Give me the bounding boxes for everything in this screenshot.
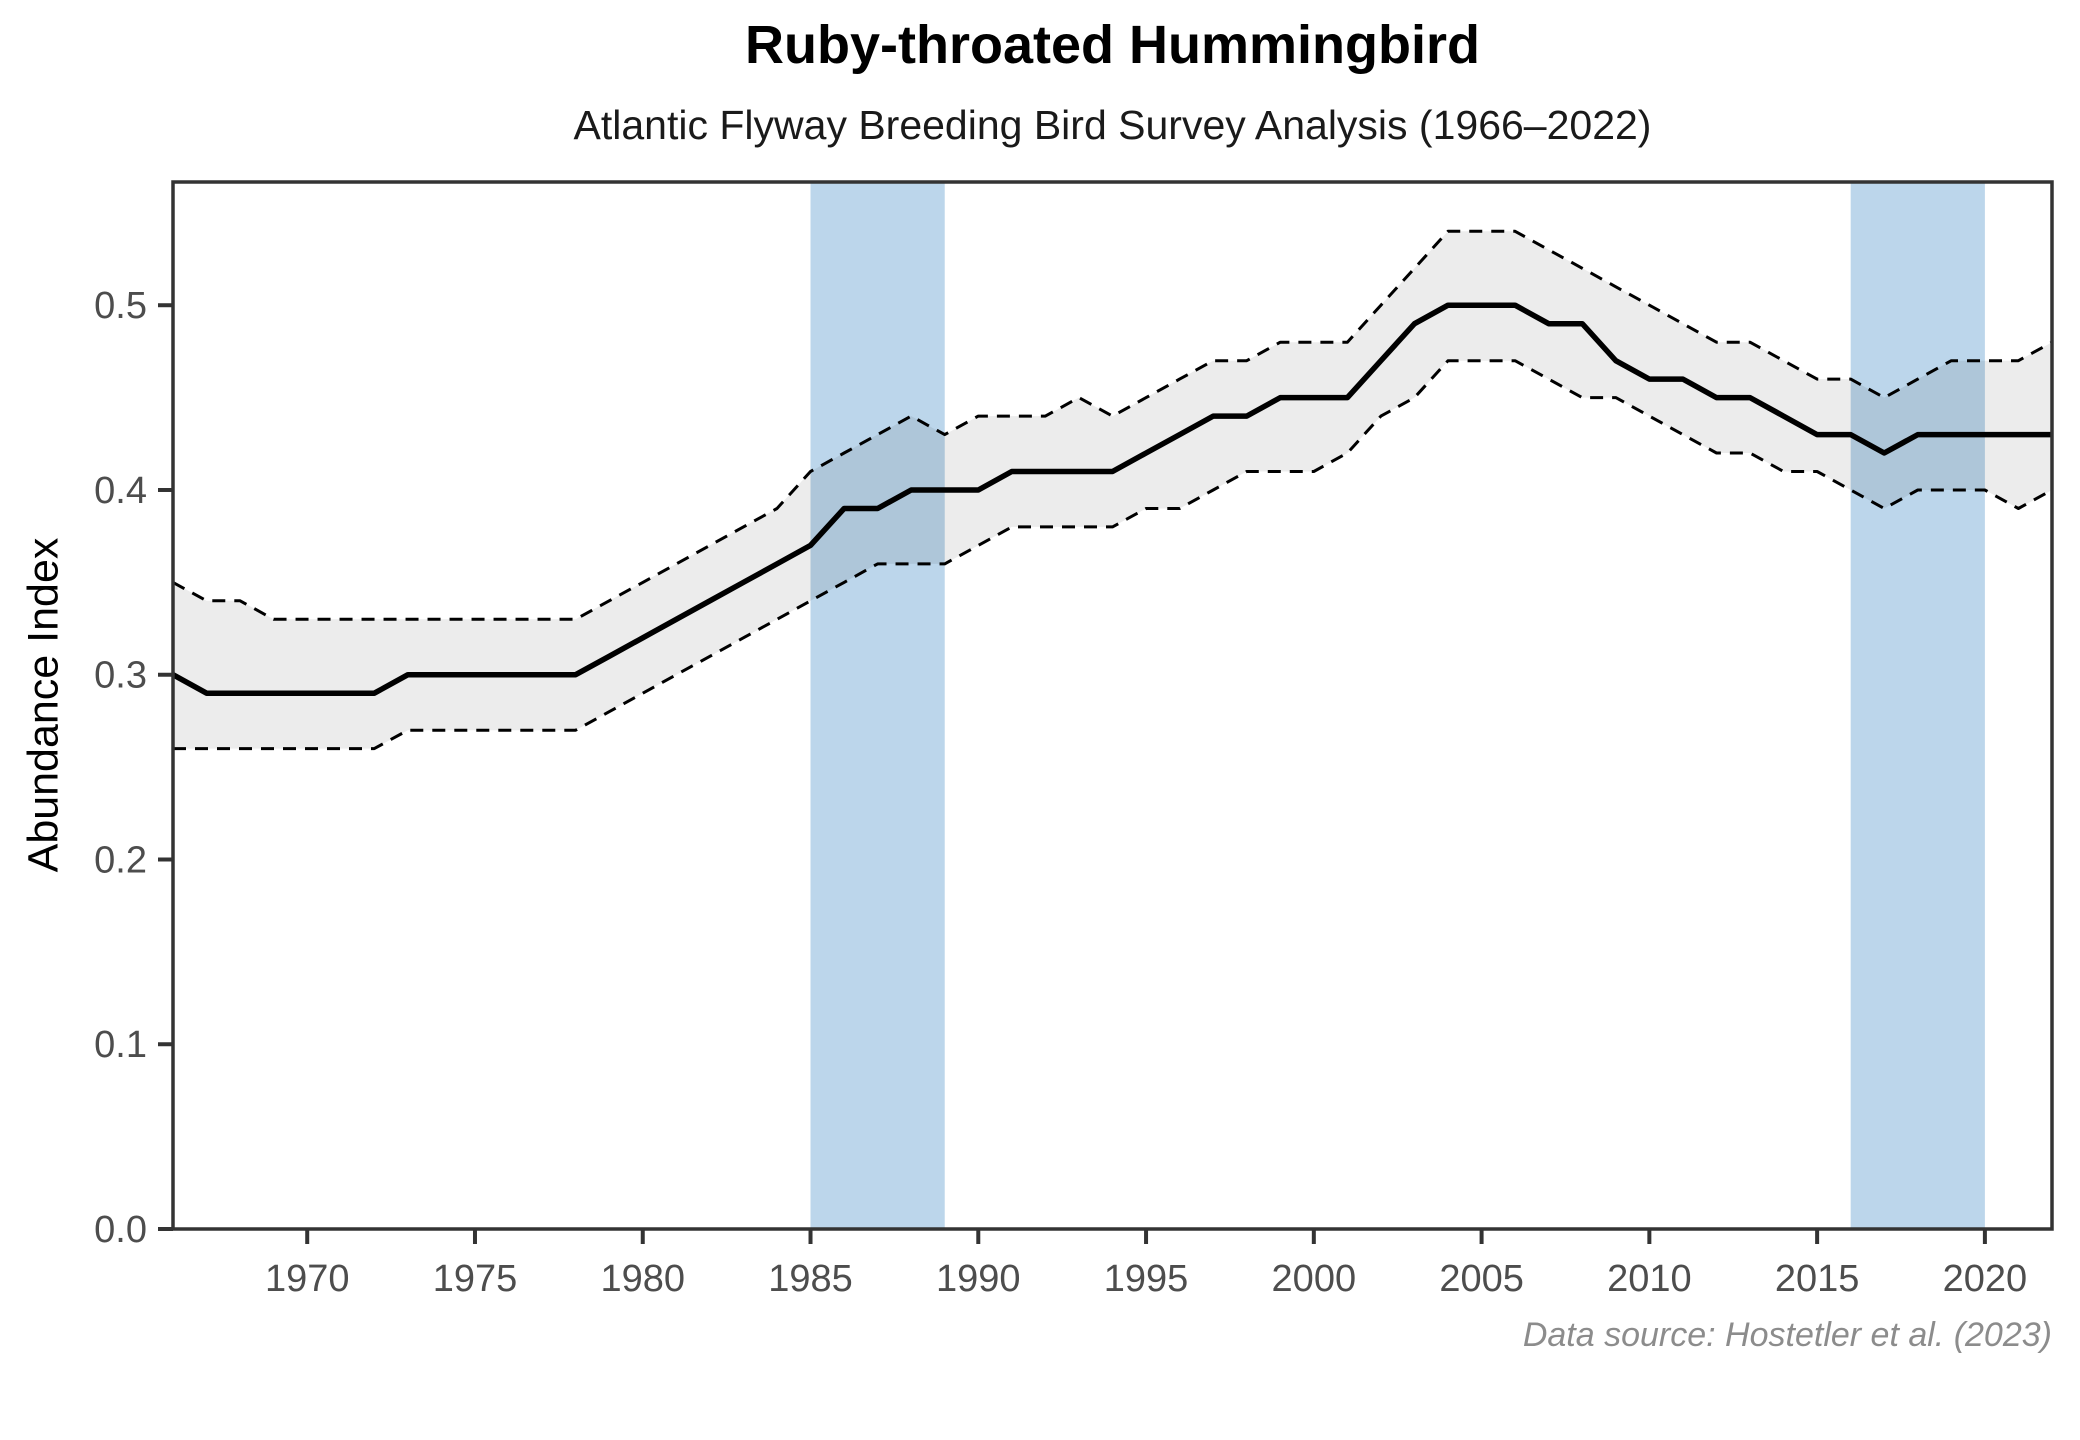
x-tick-label: 1990	[936, 1258, 1021, 1300]
y-tick-label: 0.4	[94, 470, 147, 512]
y-tick-label: 0.3	[94, 655, 147, 697]
lower-ci-line	[173, 359, 2053, 751]
x-tick-label: 2005	[1439, 1258, 1524, 1300]
y-tick-label: 0.2	[94, 839, 147, 881]
highlight-band	[1850, 182, 1985, 1229]
x-tick-label: 2015	[1775, 1258, 1860, 1300]
y-tick-label: 0.1	[94, 1024, 147, 1066]
chart-subtitle: Atlantic Flyway Breeding Bird Survey Ana…	[573, 102, 1652, 148]
x-tick-label: 1980	[600, 1258, 685, 1300]
x-tick-label: 1995	[1104, 1258, 1189, 1300]
chart-title: Ruby-throated Hummingbird	[745, 15, 1480, 75]
x-tick-label: 1970	[265, 1258, 350, 1300]
y-tick-label: 0.5	[94, 285, 147, 327]
panel-border	[171, 180, 2054, 1231]
abundance-trend-line	[171, 302, 2052, 696]
x-tick-label: 2000	[1272, 1258, 1357, 1300]
x-tick-label: 2020	[1943, 1258, 2028, 1300]
highlight-band	[810, 182, 945, 1229]
upper-ci-line	[172, 229, 2053, 621]
data-source-caption: Data source: Hostetler et al. (2023)	[1522, 1316, 2052, 1354]
confidence-ribbon	[173, 231, 2052, 749]
x-tick-label: 1975	[433, 1258, 518, 1300]
y-tick-label: 0.0	[94, 1209, 147, 1251]
x-tick-label: 2010	[1607, 1258, 1692, 1300]
x-tick-label: 1985	[768, 1258, 853, 1300]
